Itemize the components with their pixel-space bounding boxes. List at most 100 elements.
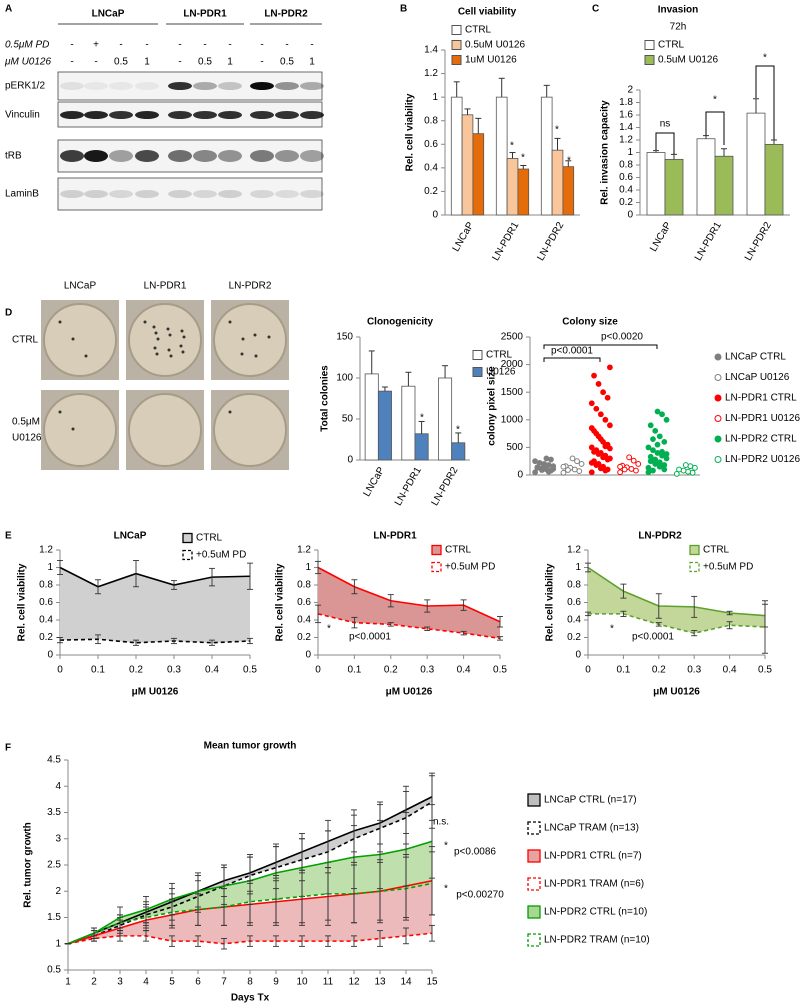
x-tick-label: 9 [273,977,279,988]
legend-swatch [689,544,700,556]
point [539,467,545,473]
point [593,430,600,437]
series-line [67,882,433,945]
point [663,451,670,457]
bracket [543,344,658,349]
bar [517,168,530,216]
annotation: * [456,425,460,436]
legend-swatch [451,55,462,65]
y-tick-label: 0 [575,650,581,661]
y-tick-label: 0.2 [39,632,53,643]
bracket [655,132,675,155]
legend-marker [714,394,722,402]
y-tick-label: 2500 [501,332,524,343]
y-tick-label: 0.6 [39,597,53,608]
legend-label: LN-PDR2 U0126 [725,454,800,465]
legend-marker [714,374,722,381]
band-fill [318,567,500,639]
annotation: * [763,53,767,64]
y-tick-label: 0 [627,210,633,221]
band [300,111,324,119]
point [588,444,595,451]
y-tick-label: 0.6 [424,139,438,150]
y-tick-label: 1000 [501,414,524,425]
band [193,111,217,119]
colony-dot [253,333,257,337]
bracket [543,357,601,362]
annotation: p<0.0086 [454,847,496,858]
panel-letter: F [5,743,11,754]
point [654,408,661,415]
y-tick-label: 100 [336,373,353,384]
point [682,462,689,468]
colony-dot [169,354,173,358]
y-tick-label: 0.8 [424,115,438,126]
bar [551,149,564,216]
y-tick-label: 1.2 [39,545,53,556]
point [607,364,613,371]
treatment-label: μM U0126 [4,57,51,68]
legend-label: +0.5uM PD [703,562,753,573]
legend-label: U0126 [486,367,516,378]
y-tick-label: 1 [575,562,581,573]
point [550,466,557,472]
y-axis-label: Rel. cell viability [17,563,28,641]
x-axis-label: Days Tx [231,993,270,1004]
x-tick-label: LN-PDR2 [535,220,566,263]
blot-box [57,177,323,211]
colony-dot [154,331,158,335]
x-tick-label: 0.3 [687,665,701,676]
point [591,372,597,379]
chart-title: LN-PDR2 [638,531,682,542]
x-tick-label: LN-PDR2 [430,465,461,508]
legend-label: LN-PDR2 CTRL (n=10) [544,907,647,918]
y-tick-label: 0.8 [567,580,581,591]
legend-label: CTRL [658,40,685,51]
point [604,456,611,463]
x-tick-label: 0.5 [243,665,257,676]
band [109,111,133,119]
band [275,82,299,90]
annotation: ns [660,119,671,130]
point [600,454,606,461]
point [607,445,613,452]
y-tick-label: 2.5 [47,860,61,871]
point [676,466,682,473]
lane-mark: - [285,40,288,51]
bar [506,158,519,216]
annotation: * [327,624,331,635]
band [250,190,274,198]
lane-mark: 1 [309,57,315,68]
x-tick-label: 0.1 [347,665,361,676]
band [193,190,217,198]
colony-dot [166,327,170,331]
lane-mark: 1 [227,57,233,68]
band [250,150,274,162]
series-line [67,801,433,945]
band [218,111,242,119]
y-tick-label: 1.2 [619,135,633,146]
y-axis-label: Total colonies [320,365,331,432]
x-tick-label: 0.3 [167,665,181,676]
x-tick-label: 0.2 [129,665,143,676]
y-tick-label: 0.2 [424,186,438,197]
point [543,455,550,462]
lane-mark: 0.5 [280,57,294,68]
band [168,190,192,198]
annotation: p<0.00270 [456,890,504,901]
y-tick-label: 1.2 [297,545,311,556]
band [168,82,192,90]
y-tick-label: 0 [305,650,311,661]
lane-mark: - [178,57,181,68]
x-tick-label: 0.3 [420,665,434,676]
y-tick-label: 150 [336,332,353,343]
legend-label: LNCaP CTRL (n=17) [544,795,637,806]
legend-label: LN-PDR1 CTRL (n=7) [544,851,642,862]
x-tick-label: 0 [315,665,321,676]
annotation: p<0.0001 [551,346,593,357]
colony-dot [143,320,147,324]
legend-label: +0.5uM PD [196,550,246,561]
group-label: LN-PDR2 [264,9,308,20]
point [595,381,602,387]
series-line [59,566,251,588]
